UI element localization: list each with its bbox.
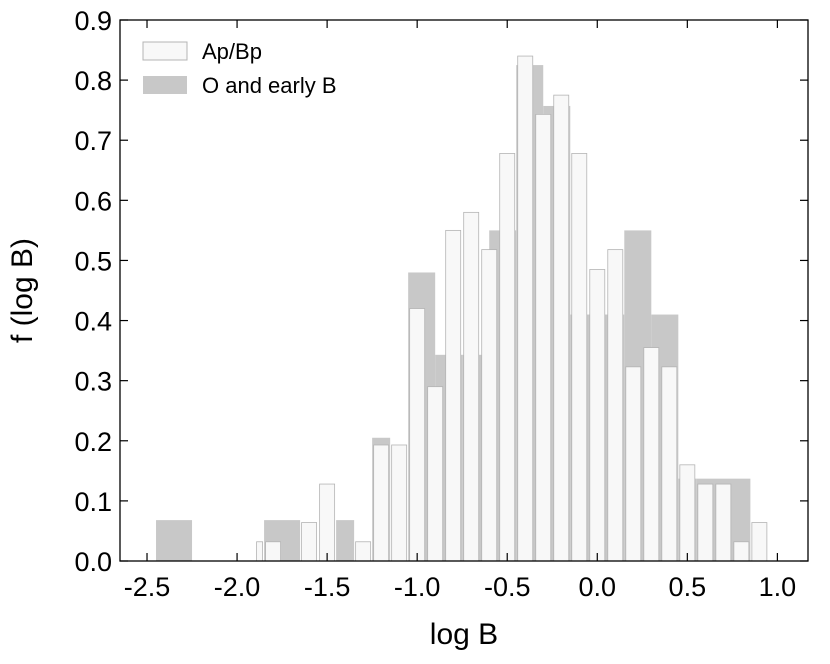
- ap-bp-bar: [373, 444, 390, 562]
- x-axis-label: log B: [430, 618, 498, 651]
- ap-bp-bar: [481, 249, 498, 562]
- y-tick-label: 0.5: [74, 246, 112, 276]
- y-tick-label: 0.4: [74, 307, 112, 337]
- ap-bp-bar: [697, 483, 714, 562]
- x-tick-label: -2.0: [214, 572, 261, 602]
- ap-bp-bar: [751, 522, 768, 562]
- legend-swatch-ap-bp: [142, 41, 188, 61]
- ap-bp-series: [256, 55, 768, 562]
- x-tick-label: 0.0: [579, 572, 617, 602]
- y-tick-label: 0.7: [74, 126, 112, 156]
- ap-bp-bar: [589, 269, 606, 562]
- y-tick-label: 0.8: [74, 66, 112, 96]
- ap-bp-bar: [535, 113, 552, 562]
- legend-swatch-o-early-b: [143, 76, 187, 94]
- ap-bp-bar: [517, 55, 534, 562]
- y-axis-label: f (log B): [6, 238, 39, 343]
- legend-label-ap-bp: Ap/Bp: [202, 39, 262, 64]
- ap-bp-bar: [463, 211, 480, 562]
- ap-bp-bar: [391, 444, 408, 562]
- ap-bp-bar: [607, 249, 624, 562]
- x-tick-label: 0.5: [669, 572, 707, 602]
- ap-bp-bar: [256, 541, 263, 562]
- axis-ticks: [120, 19, 808, 562]
- x-tick-labels: -2.5 -2.0 -1.5 -1.0 -0.5 0.0 0.5 1.0: [124, 572, 796, 602]
- ap-bp-bar: [571, 153, 588, 562]
- ap-bp-bar: [445, 229, 462, 562]
- ap-bp-bar: [733, 541, 750, 562]
- ap-bp-bar: [319, 483, 336, 562]
- ap-bp-bar: [409, 308, 426, 562]
- x-tick-label: -1.5: [304, 572, 351, 602]
- legend-label-o-early-b: O and early B: [202, 73, 337, 98]
- y-tick-label: 0.0: [74, 547, 112, 577]
- y-tick-label: 0.1: [74, 487, 112, 517]
- plot-frame: [119, 19, 809, 562]
- ap-bp-bar: [427, 386, 444, 562]
- o-early-b-bar: [336, 520, 355, 561]
- y-tick-label: 0.2: [74, 427, 112, 457]
- x-tick-label: -1.0: [394, 572, 441, 602]
- legend: Ap/Bp O and early B: [142, 39, 337, 98]
- y-tick-labels: 0.0 0.1 0.2 0.3 0.4 0.5 0.6 0.7 0.8 0.9: [74, 6, 112, 577]
- ap-bp-bar: [301, 522, 318, 562]
- ap-bp-bar: [625, 366, 642, 562]
- y-tick-label: 0.3: [74, 367, 112, 397]
- ap-bp-bar: [355, 541, 372, 562]
- ap-bp-bar: [499, 153, 516, 562]
- ap-bp-bar: [553, 94, 570, 562]
- y-tick-label: 0.9: [74, 6, 112, 36]
- ap-bp-bar: [661, 366, 678, 562]
- ap-bp-bar: [643, 347, 660, 562]
- o-early-b-bar: [156, 520, 193, 561]
- x-tick-label: -2.5: [124, 572, 171, 602]
- ap-bp-bar: [679, 464, 696, 562]
- ap-bp-bar: [265, 541, 281, 562]
- y-tick-label: 0.6: [74, 186, 112, 216]
- x-tick-label: 1.0: [759, 572, 797, 602]
- x-tick-label: -0.5: [484, 572, 531, 602]
- ap-bp-bar: [715, 483, 732, 562]
